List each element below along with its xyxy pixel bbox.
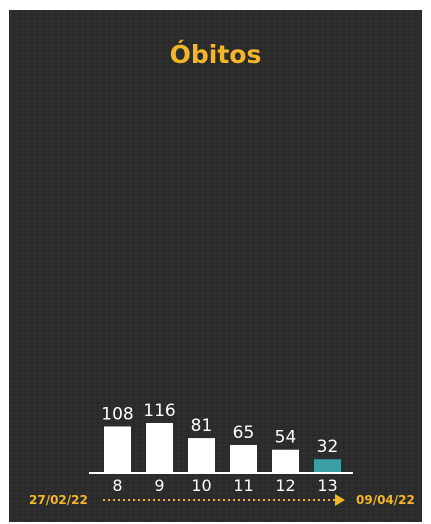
bar-12 — [272, 450, 299, 473]
start-date-label: 27/02/22 — [29, 493, 88, 507]
category-label-10: 10 — [191, 476, 211, 495]
bar-9 — [146, 423, 173, 473]
category-label-13: 13 — [317, 476, 337, 495]
bar-13 — [314, 459, 341, 473]
category-label-11: 11 — [233, 476, 253, 495]
value-label-8: 108 — [101, 404, 133, 424]
category-label-12: 12 — [275, 476, 295, 495]
bar-8 — [104, 426, 131, 473]
category-label-9: 9 — [154, 476, 164, 495]
category-label-8: 8 — [112, 476, 122, 495]
bar-11 — [230, 445, 257, 473]
value-label-10: 81 — [191, 416, 213, 436]
bar-chart: 108 116 81 65 54 32 8 9 10 11 12 13 27/02/22 09/04… — [9, 10, 422, 522]
value-label-11: 65 — [233, 423, 255, 443]
chart-panel: Óbitos 108 116 81 65 54 32 8 9 10 11 12 13 27/02/2… — [9, 10, 422, 522]
category-labels-group: 8 9 10 11 12 13 — [112, 476, 337, 495]
timeline-arrow-head — [335, 494, 345, 506]
end-date-label: 09/04/22 — [356, 493, 415, 507]
bar-10 — [188, 438, 215, 473]
value-label-12: 54 — [275, 428, 297, 448]
value-label-13: 32 — [317, 437, 339, 457]
bars-group: 108 116 81 65 54 32 — [101, 401, 341, 473]
value-label-9: 116 — [143, 401, 175, 421]
